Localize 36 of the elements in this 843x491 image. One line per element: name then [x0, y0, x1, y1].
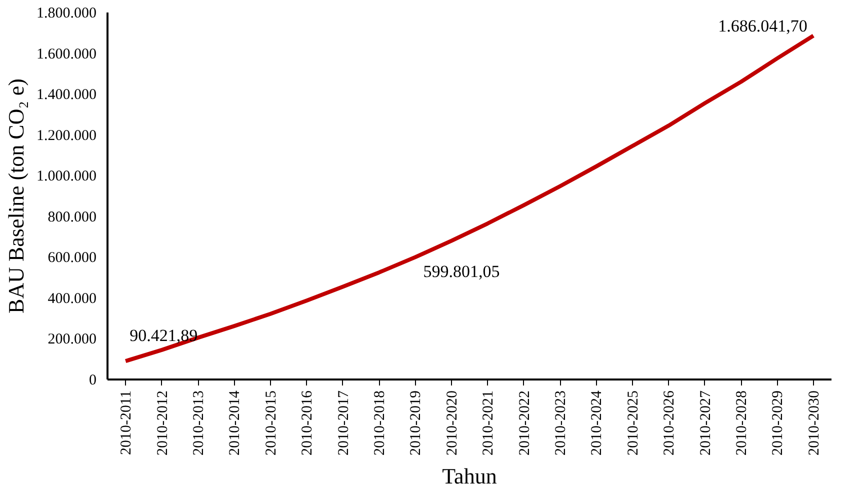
- y-tick-label: 1.600.000: [36, 46, 96, 62]
- y-tick-label: 600.000: [48, 250, 96, 266]
- data-label: 1.686.041,70: [718, 16, 808, 36]
- x-tick-label: 2010-2020: [444, 390, 460, 456]
- x-tick-label: 2010-2013: [191, 390, 207, 456]
- y-tick-label: 400.000: [48, 290, 96, 307]
- y-tick-label: 1.400.000: [36, 87, 96, 104]
- x-tick-label: 2010-2022: [516, 390, 533, 456]
- x-tick-label: 2010-2019: [408, 390, 424, 456]
- y-tick-label: 800.000: [48, 209, 96, 226]
- x-tick-label: 2010-2016: [300, 390, 316, 456]
- x-tick-label: 2010-2027: [698, 390, 714, 456]
- x-tick-label: 2010-2021: [480, 390, 497, 456]
- x-tick-label: 2010-2018: [372, 390, 388, 456]
- x-tick-label: 2010-2024: [589, 390, 606, 456]
- y-tick-label: 0: [89, 372, 96, 388]
- y-tick-label: 1.800.000: [36, 6, 96, 22]
- x-tick-label: 2010-2023: [553, 390, 569, 456]
- y-tick-label: 1.000.000: [36, 168, 96, 185]
- x-tick-label: 2010-2011: [118, 390, 135, 455]
- y-tick-label: 200.000: [48, 332, 96, 348]
- x-tick-label: 2010-2015: [263, 390, 280, 456]
- x-tick-label: 2010-2025: [625, 390, 642, 456]
- line-series: [124, 34, 816, 364]
- x-tick-label: 2010-2014: [227, 390, 244, 456]
- x-axis-title: Tahun: [442, 463, 497, 488]
- x-tick-label: 2010-2012: [154, 390, 171, 456]
- y-tick-label: 1.200.000: [36, 128, 96, 144]
- x-tick-label: 2010-2017: [336, 390, 352, 456]
- data-label: 599.801,05: [423, 262, 500, 282]
- data-label: 90.421,89: [130, 326, 198, 346]
- x-tick-label: 2010-2029: [770, 390, 786, 456]
- y-axis-title: BAU Baseline (ton CO₂ e): [4, 78, 28, 314]
- x-tick-label: 2010-2030: [806, 390, 822, 456]
- x-tick-label: 2010-2028: [734, 390, 750, 456]
- x-tick-label: 2010-2026: [662, 390, 678, 456]
